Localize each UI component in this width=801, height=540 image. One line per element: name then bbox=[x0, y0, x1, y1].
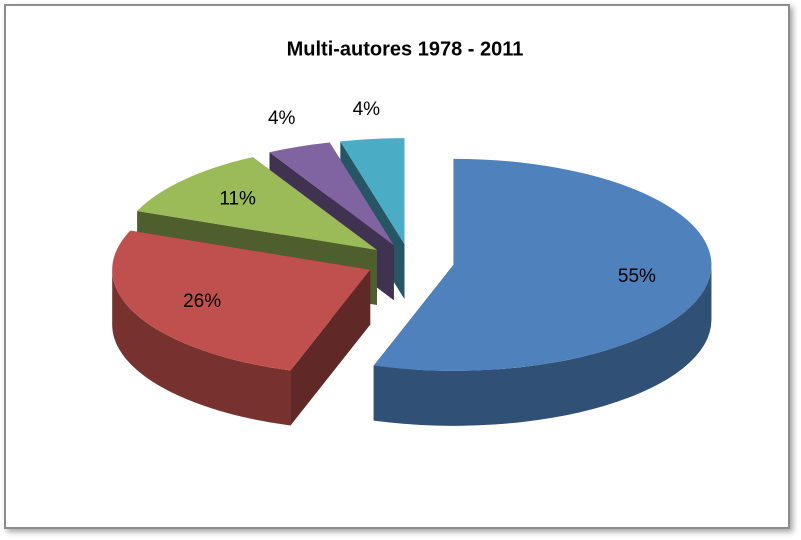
data-label: 55% bbox=[618, 266, 656, 287]
chart-title: Multi-autores 1978 - 2011 bbox=[287, 38, 524, 60]
data-label: 11% bbox=[219, 189, 256, 210]
slice-top bbox=[137, 157, 377, 251]
data-label: 26% bbox=[183, 291, 221, 312]
slice-top bbox=[373, 158, 712, 371]
data-label: 4% bbox=[353, 99, 381, 120]
slice-wall bbox=[112, 269, 291, 426]
slice bbox=[112, 230, 371, 426]
slice-top bbox=[269, 142, 394, 246]
pie bbox=[112, 138, 712, 426]
slice-wall bbox=[373, 264, 712, 426]
data-label: 4% bbox=[268, 108, 296, 129]
slice bbox=[373, 158, 712, 426]
slice-top bbox=[340, 138, 405, 245]
slice-top bbox=[112, 230, 371, 371]
